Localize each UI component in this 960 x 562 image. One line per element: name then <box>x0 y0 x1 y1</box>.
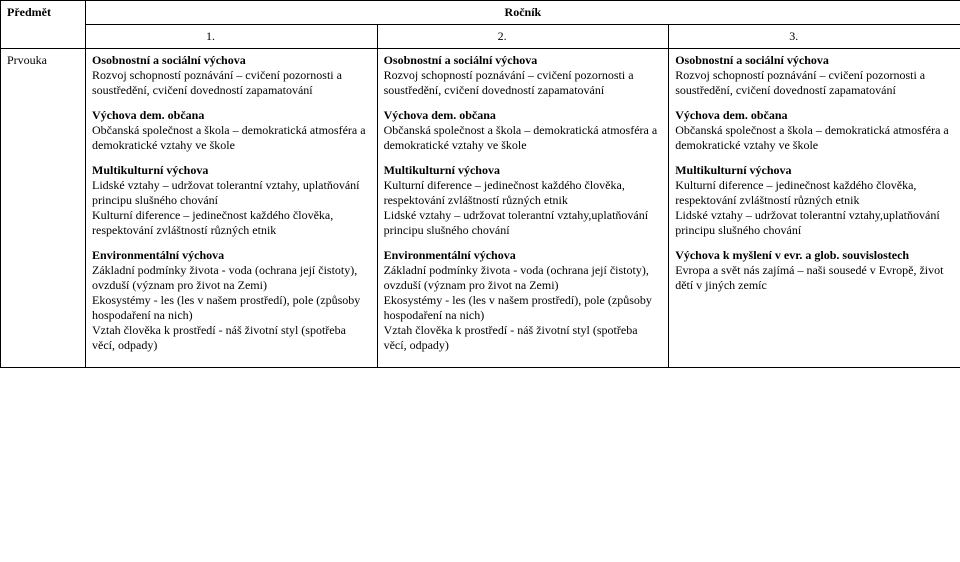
osv-text: Rozvoj schopností poznávání – cvičení po… <box>384 68 634 97</box>
vdo-title: Výchova dem. občana <box>384 108 496 122</box>
vdo-title: Výchova dem. občana <box>92 108 204 122</box>
osv-text: Rozvoj schopností poznávání – cvičení po… <box>92 68 342 97</box>
vdo-text: Občanská společnost a škola – demokratic… <box>384 123 658 152</box>
header-subject: Předmět <box>1 1 86 49</box>
glob-block: Výchova k myšlení v evr. a glob. souvisl… <box>675 248 954 293</box>
header-row-2: 1. 2. 3. <box>1 25 960 49</box>
vdo-block: Výchova dem. občana Občanská společnost … <box>384 108 663 153</box>
table-row: Prvouka Osobnostní a sociální výchova Ro… <box>1 49 960 368</box>
curriculum-table: Předmět Ročník 1. 2. 3. Prvouka Osobnost… <box>0 0 960 368</box>
content-cell-1: Osobnostní a sociální výchova Rozvoj sch… <box>86 49 378 368</box>
env-block: Environmentální výchova Základní podmínk… <box>92 248 371 353</box>
env-title: Environmentální výchova <box>92 248 224 262</box>
content-cell-3: Osobnostní a sociální výchova Rozvoj sch… <box>669 49 960 368</box>
env-block: Environmentální výchova Základní podmínk… <box>384 248 663 353</box>
vdo-block: Výchova dem. občana Občanská společnost … <box>92 108 371 153</box>
env-title: Environmentální výchova <box>384 248 516 262</box>
content-cell-2: Osobnostní a sociální výchova Rozvoj sch… <box>377 49 669 368</box>
osv-title: Osobnostní a sociální výchova <box>384 53 538 67</box>
mkv-block: Multikulturní výchova Lidské vztahy – ud… <box>92 163 371 238</box>
mkv-text: Kulturní diference – jedinečnost každého… <box>675 178 939 237</box>
mkv-title: Multikulturní výchova <box>675 163 791 177</box>
header-col-2: 2. <box>377 25 669 49</box>
osv-block: Osobnostní a sociální výchova Rozvoj sch… <box>675 53 954 98</box>
vdo-title: Výchova dem. občana <box>675 108 787 122</box>
subject-cell: Prvouka <box>1 49 86 368</box>
glob-title: Výchova k myšlení v evr. a glob. souvisl… <box>675 248 909 262</box>
header-col-1: 1. <box>86 25 378 49</box>
env-text: Základní podmínky života - voda (ochrana… <box>384 263 652 352</box>
glob-text: Evropa a svět nás zajímá – naši sousedé … <box>675 263 943 292</box>
subject-name: Prvouka <box>7 53 47 67</box>
header-grade: Ročník <box>86 1 960 25</box>
header-row-1: Předmět Ročník <box>1 1 960 25</box>
env-text: Základní podmínky života - voda (ochrana… <box>92 263 360 352</box>
vdo-text: Občanská společnost a škola – demokratic… <box>675 123 949 152</box>
vdo-block: Výchova dem. občana Občanská společnost … <box>675 108 954 153</box>
mkv-title: Multikulturní výchova <box>92 163 208 177</box>
mkv-title: Multikulturní výchova <box>384 163 500 177</box>
mkv-text: Kulturní diference – jedinečnost každého… <box>384 178 648 237</box>
mkv-text: Lidské vztahy – udržovat tolerantní vzta… <box>92 178 359 237</box>
header-col-3: 3. <box>669 25 960 49</box>
mkv-block: Multikulturní výchova Kulturní diference… <box>384 163 663 238</box>
osv-title: Osobnostní a sociální výchova <box>92 53 246 67</box>
mkv-block: Multikulturní výchova Kulturní diference… <box>675 163 954 238</box>
vdo-text: Občanská společnost a škola – demokratic… <box>92 123 366 152</box>
osv-text: Rozvoj schopností poznávání – cvičení po… <box>675 68 925 97</box>
osv-title: Osobnostní a sociální výchova <box>675 53 829 67</box>
osv-block: Osobnostní a sociální výchova Rozvoj sch… <box>384 53 663 98</box>
osv-block: Osobnostní a sociální výchova Rozvoj sch… <box>92 53 371 98</box>
